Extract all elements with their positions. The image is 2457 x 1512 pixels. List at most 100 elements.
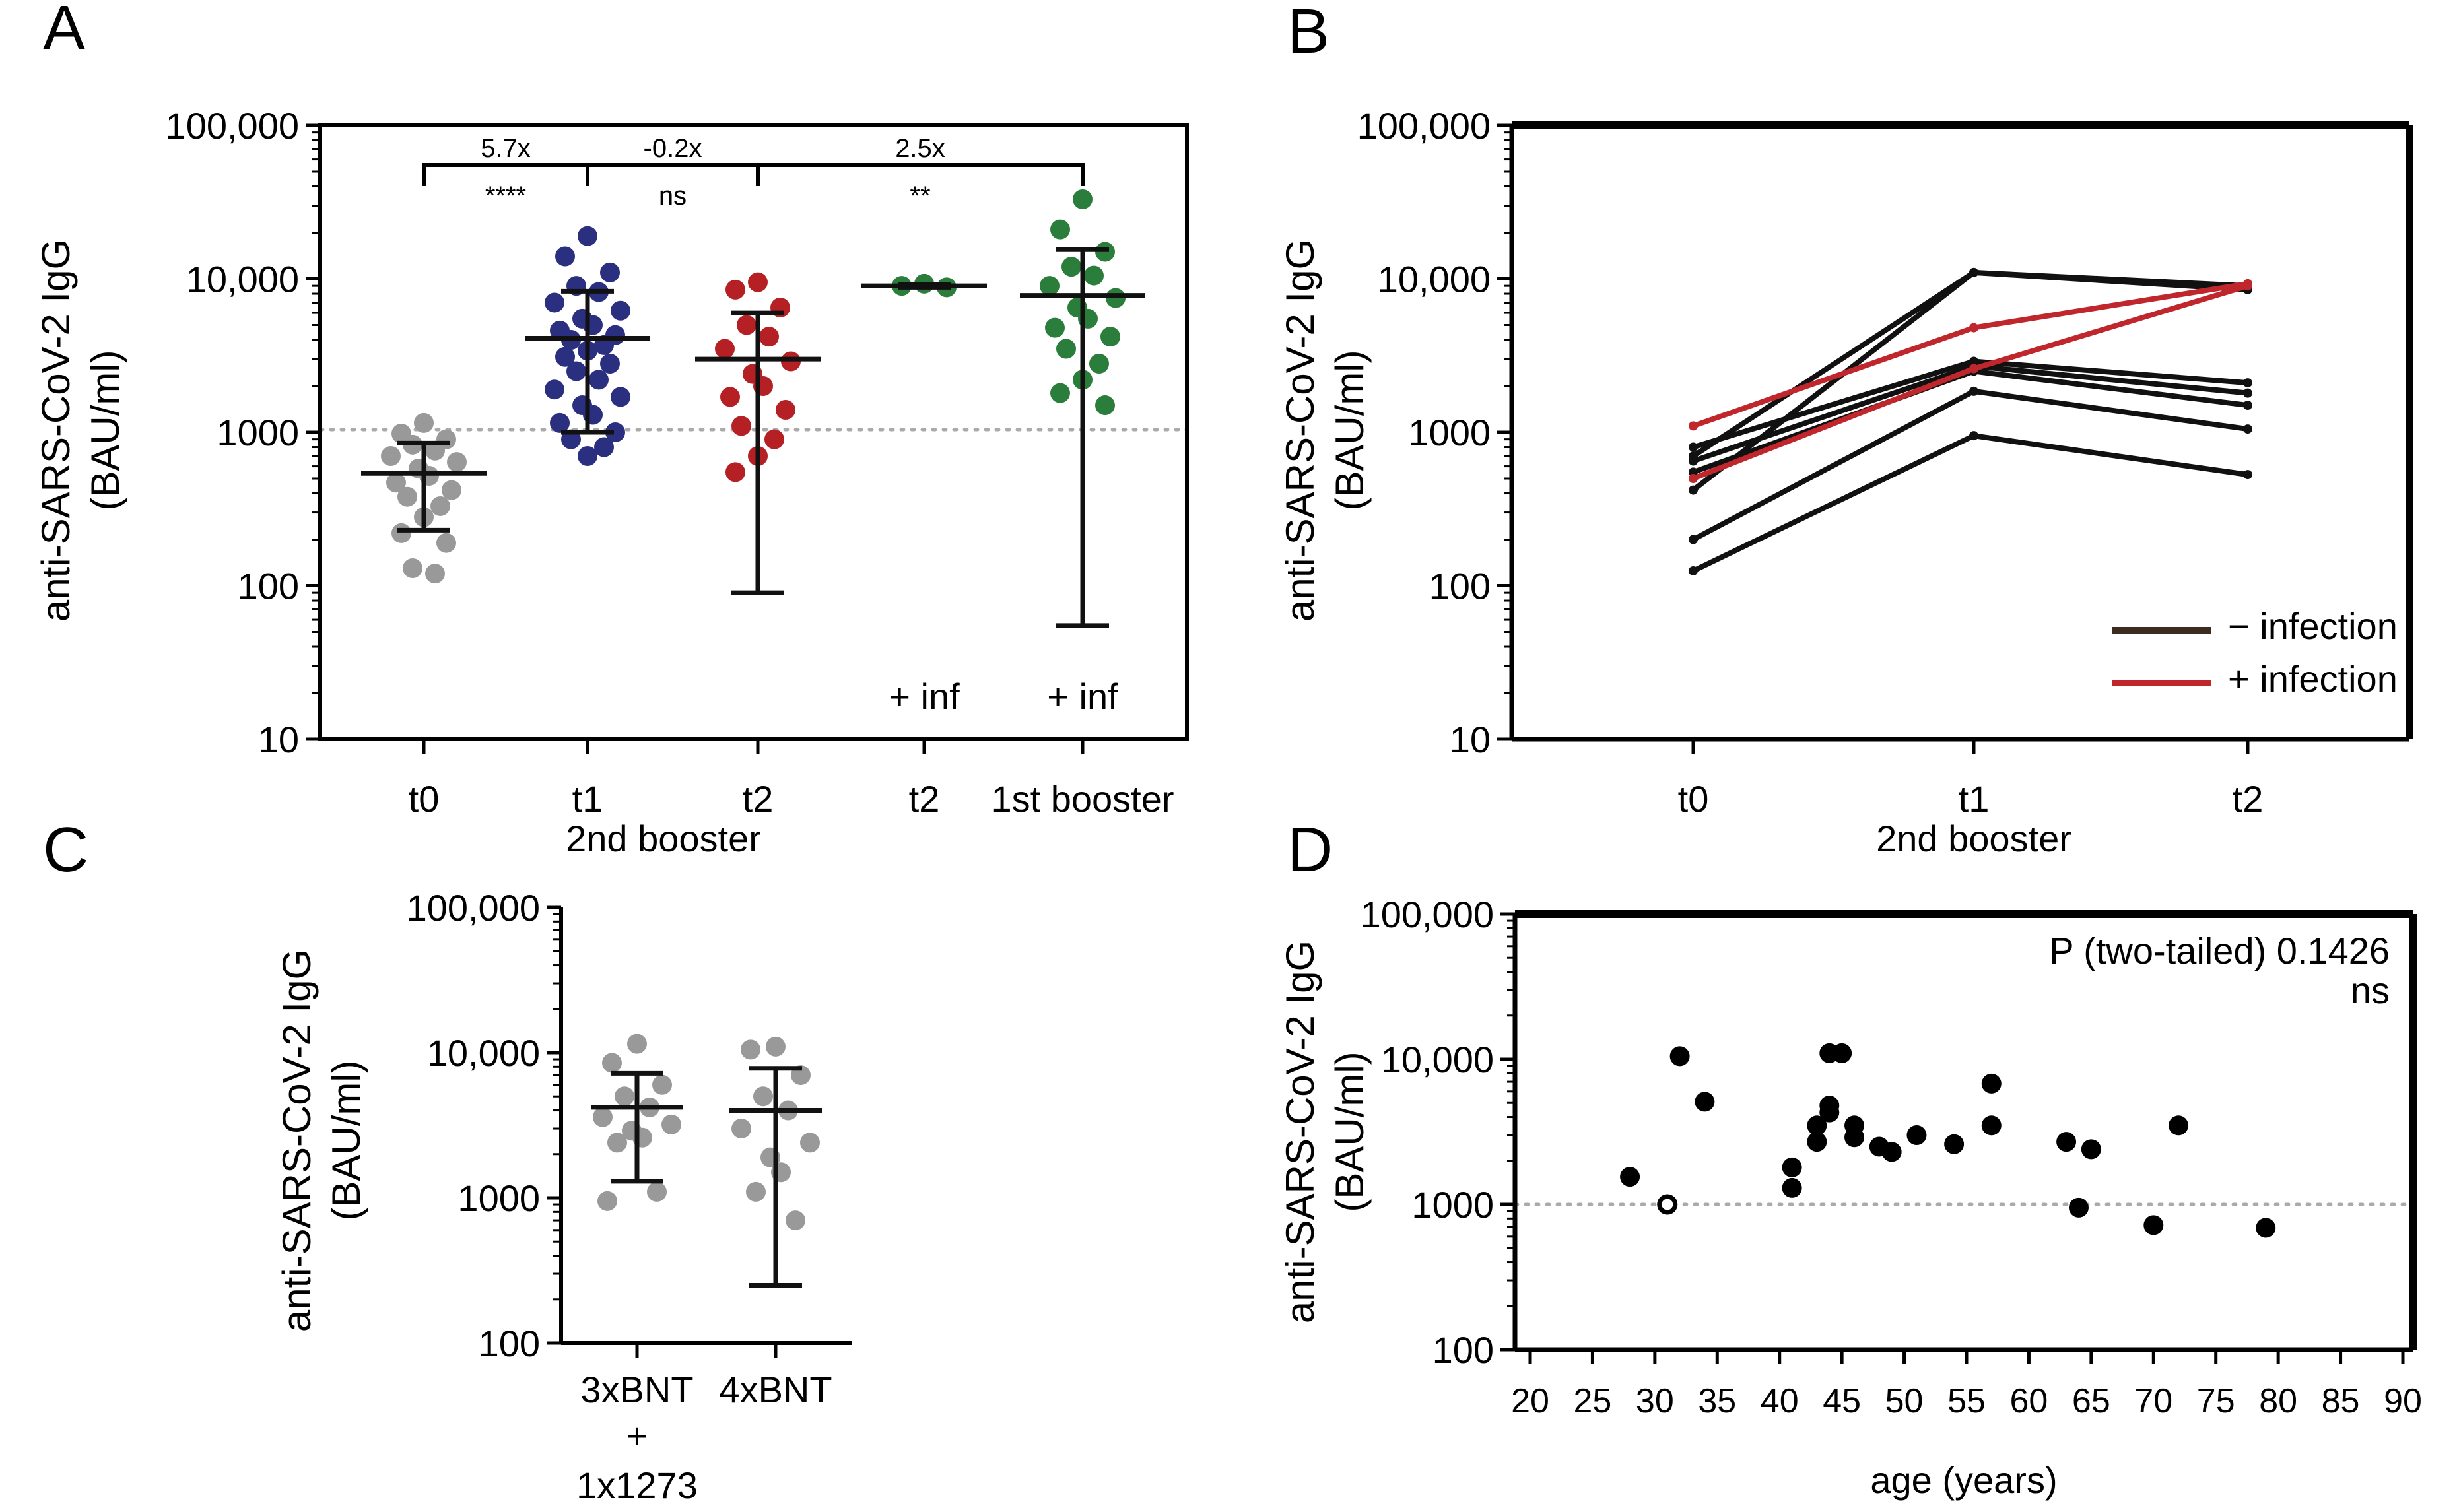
panel-a-point — [381, 446, 401, 467]
panel-c-point — [627, 1034, 647, 1054]
panel-d-point — [2068, 1197, 2089, 1218]
panel-a-ytick-label: 10,000 — [186, 259, 299, 300]
panel-a-xtick-label: t2 — [743, 778, 774, 820]
panel-b-point — [1689, 535, 1698, 544]
panel-d-ylabel: anti-SARS-CoV-2 IgG — [1278, 940, 1322, 1323]
panel-b-point — [2243, 281, 2252, 291]
panel-c-xtick-label: 3xBNT — [580, 1369, 693, 1410]
panel-c-point — [731, 1119, 751, 1139]
panel-d-ytick-label: 100,000 — [1361, 894, 1494, 935]
panel-a-point — [391, 523, 411, 543]
panel-a-point — [1056, 339, 1076, 359]
panel-c-point — [800, 1133, 820, 1153]
panel-a-ytick-label: 1000 — [217, 412, 299, 453]
panel-d-ytick-label: 10,000 — [1381, 1039, 1494, 1080]
panel-c-point — [661, 1114, 681, 1134]
panel-a-point — [1089, 354, 1109, 374]
panel-d-point — [2056, 1132, 2077, 1152]
panel-a-infection-label: + inf — [1047, 676, 1118, 717]
panel-c-ylabel-unit: (BAU/ml) — [324, 1060, 368, 1220]
panel-a-point — [605, 422, 625, 442]
panel-a-significance-label: ns — [659, 181, 687, 211]
panel-b-ytick-label: 100,000 — [1357, 105, 1491, 147]
panel-d-ytick-label: 100 — [1432, 1329, 1494, 1371]
panel-a-point — [600, 354, 620, 374]
panel-d-stat-sig: ns — [2351, 970, 2390, 1011]
panel-label-a: A — [43, 0, 85, 63]
panel-d-xtick-label: 30 — [1636, 1382, 1674, 1420]
panel-a-point — [1106, 288, 1126, 308]
panel-d-xtick-label: 75 — [2197, 1382, 2235, 1420]
panel-b-xtick-label: t2 — [2233, 778, 2264, 820]
panel-a-ytick-label: 100,000 — [166, 105, 299, 147]
panel-a-point — [725, 462, 745, 482]
panel-d-chart: anti-SARS-CoV-2 IgG (BAU/ml) age (years)… — [1278, 894, 2422, 1501]
panel-a-xtick-label: t1 — [572, 778, 603, 820]
panel-c-xtick-label: 4xBNT — [719, 1369, 832, 1410]
panel-a-fold-label: 5.7x — [481, 134, 531, 163]
panel-d-xtick-label: 50 — [1885, 1382, 1924, 1420]
panel-b-group-label: 2nd booster — [1876, 818, 2071, 859]
panel-a-point — [1050, 383, 1070, 403]
panel-b-point — [2243, 470, 2252, 480]
panel-d-point — [2256, 1218, 2276, 1238]
panel-c-point — [741, 1039, 760, 1060]
panel-a-point — [425, 440, 445, 461]
panel-a-significance-label: ** — [910, 181, 930, 211]
panel-a-ytick-label: 10 — [258, 719, 299, 760]
panel-a-point — [594, 437, 614, 457]
panel-a-point — [725, 279, 745, 300]
panel-b-ylabel-unit: (BAU/ml) — [1328, 350, 1372, 510]
panel-d-point — [2143, 1215, 2164, 1235]
panel-d-point — [1832, 1043, 1852, 1063]
panel-d-point — [1669, 1046, 1690, 1067]
panel-a-point — [386, 473, 406, 493]
panel-a-xtick-label: t0 — [409, 778, 440, 820]
panel-c-ytick-label: 1000 — [457, 1177, 540, 1219]
panel-d-xtick-label: 90 — [2384, 1382, 2422, 1420]
panel-a-group-label: 2nd booster — [566, 818, 761, 859]
panel-b-point — [1969, 323, 1978, 333]
panel-d-point — [1819, 1102, 1840, 1123]
panel-b-point — [1689, 456, 1698, 466]
panel-b-point — [1969, 364, 1978, 374]
panel-a-ytick-label: 100 — [238, 566, 299, 607]
panel-a-point — [1095, 395, 1115, 416]
panel-a-point — [589, 370, 609, 390]
panel-c-point — [766, 1036, 786, 1057]
panel-b-ytick-label: 100 — [1429, 566, 1491, 607]
panel-d-xtick-label: 85 — [2322, 1382, 2360, 1420]
panel-a-point — [578, 446, 597, 467]
panel-c-point — [607, 1133, 627, 1153]
panel-c-point — [786, 1210, 805, 1231]
panel-a-point — [737, 315, 757, 335]
panel-a-point — [545, 292, 564, 313]
panel-d-xtick-label: 60 — [2010, 1382, 2048, 1420]
panel-d-point — [1981, 1073, 2002, 1094]
panel-a-significance-label: **** — [485, 181, 526, 211]
panel-a-point — [611, 300, 630, 321]
panel-a-ylabel-unit: (BAU/ml) — [83, 350, 127, 510]
panel-a-point — [566, 361, 586, 381]
panel-label-c: C — [43, 814, 88, 885]
panel-d-ylabel-unit: (BAU/ml) — [1328, 1051, 1372, 1212]
panel-b-xtick-label: t1 — [1959, 778, 1990, 820]
panel-d-xtick-label: 80 — [2259, 1382, 2297, 1420]
panel-b-point — [2243, 424, 2252, 434]
panel-a-point — [1100, 327, 1120, 347]
panel-a-point — [442, 480, 461, 500]
panel-b-point — [1689, 485, 1698, 495]
panel-a-point — [764, 429, 784, 449]
panel-d-point — [1620, 1167, 1640, 1187]
panel-c-point — [615, 1086, 634, 1107]
panel-a-point — [403, 558, 422, 579]
panel-a-point — [600, 262, 620, 282]
panel-a-point — [414, 412, 434, 433]
panel-b-chart: anti-SARS-CoV-2 IgG (BAU/ml) 2nd booster… — [1278, 105, 2413, 859]
panel-d-xtick-label: 20 — [1511, 1382, 1549, 1420]
panel-d-xtick-label: 55 — [1947, 1382, 1986, 1420]
panel-a-point — [759, 327, 779, 347]
panel-d-point — [1944, 1134, 1965, 1154]
panel-a-point — [776, 400, 795, 420]
panel-c-point — [593, 1107, 613, 1127]
